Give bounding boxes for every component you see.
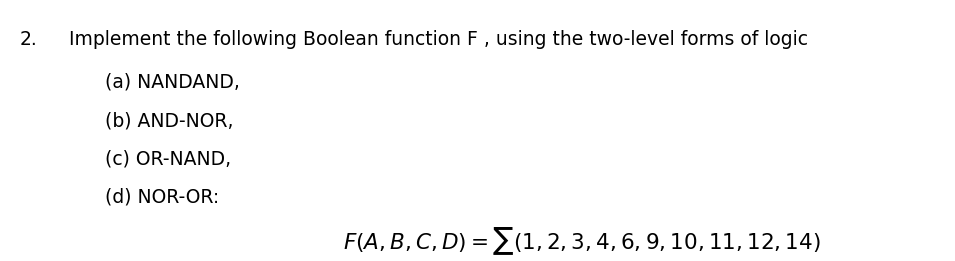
Text: (b) AND-NOR,: (b) AND-NOR, bbox=[105, 111, 233, 130]
Text: (d) NOR-OR:: (d) NOR-OR: bbox=[105, 187, 219, 206]
Text: Implement the following Boolean function F , using the two-level forms of logic: Implement the following Boolean function… bbox=[69, 30, 808, 49]
Text: 2.: 2. bbox=[19, 30, 37, 49]
Text: (c) OR-NAND,: (c) OR-NAND, bbox=[105, 149, 231, 168]
Text: $F(A,B,C,D) = \sum(1,2,3,4,6,9,10,11,12,14)$: $F(A,B,C,D) = \sum(1,2,3,4,6,9,10,11,12,… bbox=[343, 226, 820, 257]
Text: (a) NANDAND,: (a) NANDAND, bbox=[105, 73, 240, 92]
